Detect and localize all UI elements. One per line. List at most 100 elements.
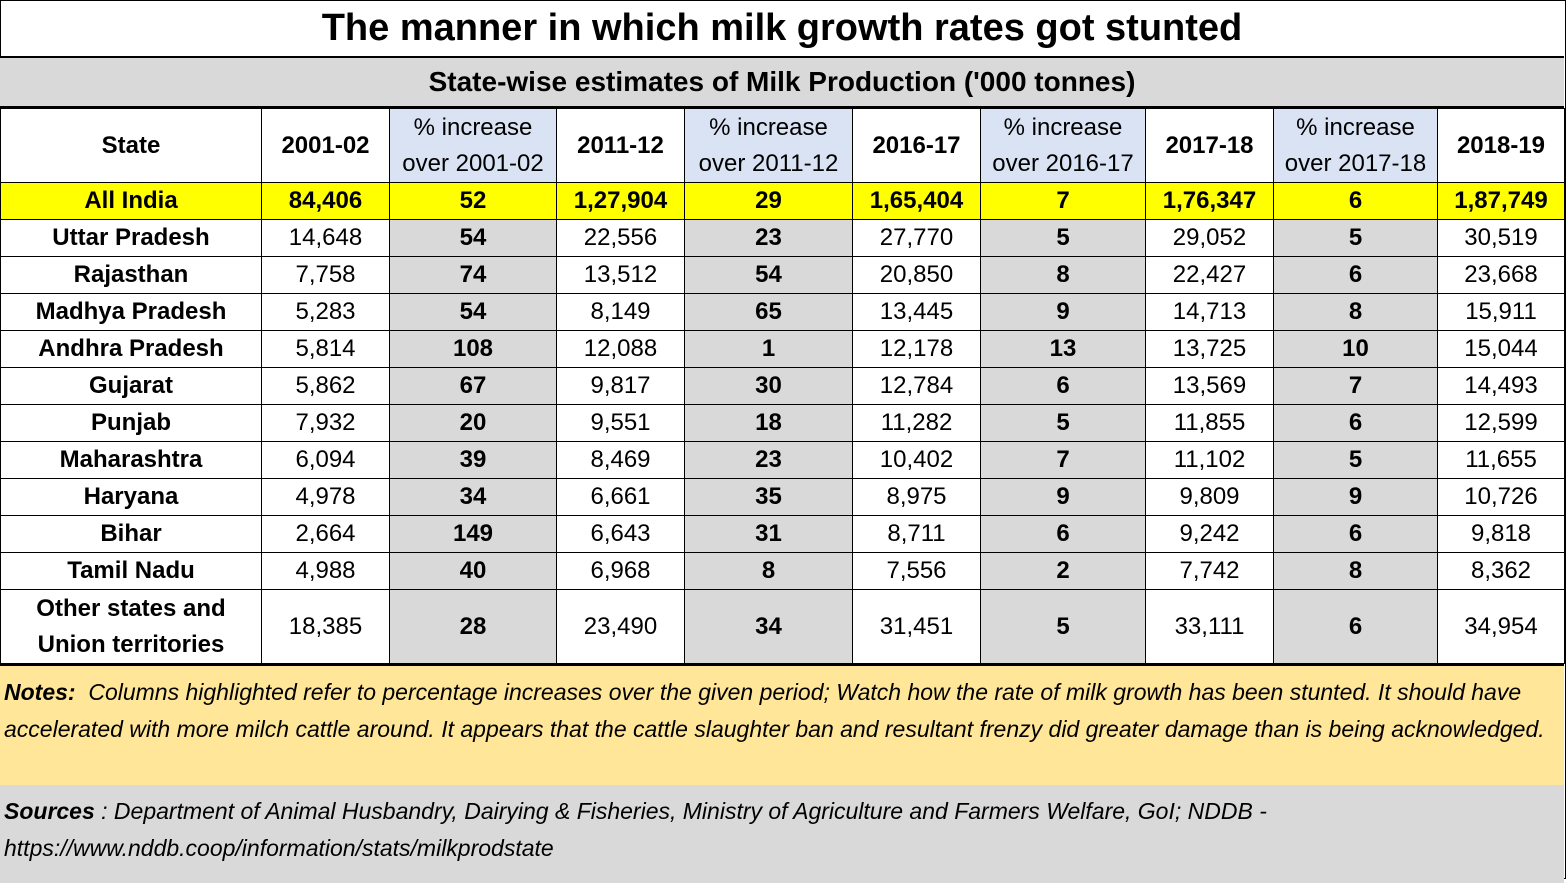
production-cell: 15,044 (1437, 330, 1565, 368)
col-header-line1: % increase (1003, 113, 1123, 141)
col-header-2011-12: 2011-12 (556, 108, 685, 183)
production-cell: 10,726 (1437, 478, 1565, 516)
pct-increase-cell: 20 (389, 404, 557, 442)
pct-increase-cell: 5 (1273, 441, 1438, 479)
pct-increase-cell: 1 (684, 330, 853, 368)
production-cell: 13,569 (1145, 367, 1274, 405)
production-cell: 11,282 (852, 404, 981, 442)
col-header-pct-2011-12: % increase over 2011-12 (684, 108, 853, 183)
pct-increase-cell: 9 (980, 478, 1146, 516)
pct-increase-cell: 2 (980, 552, 1146, 590)
pct-increase-cell: 29 (684, 182, 853, 220)
production-cell: 9,551 (556, 404, 685, 442)
sources-label: Sources (4, 798, 95, 824)
pct-increase-cell: 28 (389, 589, 557, 664)
state-cell: Rajasthan (0, 256, 262, 294)
pct-increase-cell: 18 (684, 404, 853, 442)
production-cell: 22,427 (1145, 256, 1274, 294)
production-cell: 6,661 (556, 478, 685, 516)
production-cell: 7,932 (261, 404, 390, 442)
table-subtitle: State-wise estimates of Milk Production … (0, 58, 1564, 108)
col-header-2018-19: 2018-19 (1437, 108, 1565, 183)
state-cell: Bihar (0, 515, 262, 553)
pct-increase-cell: 8 (1273, 552, 1438, 590)
state-cell: Haryana (0, 478, 262, 516)
table-row: Punjab 7,932 20 9,551 18 11,282 5 11,855 6 12,599 (0, 404, 1565, 442)
col-header-state: State (0, 108, 262, 183)
col-header-2001-02: 2001-02 (261, 108, 390, 183)
state-cell: All India (0, 182, 262, 220)
production-cell: 1,65,404 (852, 182, 981, 220)
table-row: Andhra Pradesh 5,814 108 12,088 1 12,178 13 13,… (0, 330, 1565, 368)
notes-box: Notes: Columns highlighted refer to perc… (0, 664, 1564, 793)
sources-text: : Department of Animal Husbandry, Dairyi… (4, 798, 1267, 861)
production-cell: 9,809 (1145, 478, 1274, 516)
pct-increase-cell: 6 (1273, 589, 1438, 664)
state-cell: Madhya Pradesh (0, 293, 262, 331)
table-row: All India 84,406 52 1,27,904 29 1,65,404 7 1,76… (0, 182, 1565, 220)
state-cell: Andhra Pradesh (0, 330, 262, 368)
pct-increase-cell: 6 (1273, 515, 1438, 553)
col-header-line2: over 2016-17 (992, 149, 1134, 177)
pct-increase-cell: 149 (389, 515, 557, 553)
col-header-pct-2001-02: % increase over 2001-02 (389, 108, 557, 183)
production-cell: 18,385 (261, 589, 390, 664)
pct-increase-cell: 52 (389, 182, 557, 220)
state-cell: Maharashtra (0, 441, 262, 479)
production-cell: 8,975 (852, 478, 981, 516)
pct-increase-cell: 108 (389, 330, 557, 368)
production-cell: 8,469 (556, 441, 685, 479)
production-cell: 8,149 (556, 293, 685, 331)
production-cell: 2,664 (261, 515, 390, 553)
production-cell: 9,818 (1437, 515, 1565, 553)
production-cell: 84,406 (261, 182, 390, 220)
production-cell: 30,519 (1437, 219, 1565, 257)
page-title: The manner in which milk growth rates go… (0, 0, 1564, 58)
production-cell: 20,850 (852, 256, 981, 294)
pct-increase-cell: 7 (980, 182, 1146, 220)
production-cell: 11,855 (1145, 404, 1274, 442)
col-header-2016-17: 2016-17 (852, 108, 981, 183)
pct-increase-cell: 34 (684, 589, 853, 664)
production-cell: 9,817 (556, 367, 685, 405)
table-row: Tamil Nadu 4,988 40 6,968 8 7,556 2 7,742 8 8,362 (0, 552, 1565, 590)
pct-increase-cell: 8 (684, 552, 853, 590)
production-cell: 22,556 (556, 219, 685, 257)
production-cell: 12,784 (852, 367, 981, 405)
pct-increase-cell: 39 (389, 441, 557, 479)
production-cell: 1,27,904 (556, 182, 685, 220)
production-cell: 31,451 (852, 589, 981, 664)
production-cell: 5,814 (261, 330, 390, 368)
pct-increase-cell: 30 (684, 367, 853, 405)
pct-increase-cell: 67 (389, 367, 557, 405)
production-cell: 29,052 (1145, 219, 1274, 257)
production-cell: 7,742 (1145, 552, 1274, 590)
pct-increase-cell: 31 (684, 515, 853, 553)
table-row: Maharashtra 6,094 39 8,469 23 10,402 7 11,102 5 1… (0, 441, 1565, 479)
production-cell: 5,862 (261, 367, 390, 405)
production-cell: 27,770 (852, 219, 981, 257)
pct-increase-cell: 9 (1273, 478, 1438, 516)
pct-increase-cell: 6 (980, 515, 1146, 553)
table-row: Madhya Pradesh 5,283 54 8,149 65 13,445 9 14,71… (0, 293, 1565, 331)
production-cell: 7,758 (261, 256, 390, 294)
pct-increase-cell: 8 (1273, 293, 1438, 331)
production-cell: 23,490 (556, 589, 685, 664)
table-row: Haryana 4,978 34 6,661 35 8,975 9 9,809 9 10,726 (0, 478, 1565, 516)
production-cell: 14,648 (261, 219, 390, 257)
table-body: All India 84,406 52 1,27,904 29 1,65,404 7 1,76… (0, 182, 1565, 664)
sources-box: Sources : Department of Animal Husbandry… (0, 785, 1564, 883)
production-cell: 8,711 (852, 515, 981, 553)
production-cell: 15,911 (1437, 293, 1565, 331)
pct-increase-cell: 6 (1273, 404, 1438, 442)
notes-label: Notes: (4, 679, 76, 705)
pct-increase-cell: 5 (980, 219, 1146, 257)
state-cell: Gujarat (0, 367, 262, 405)
production-cell: 12,178 (852, 330, 981, 368)
table-row: Other states and Union territories 18,385… (0, 589, 1565, 664)
pct-increase-cell: 65 (684, 293, 853, 331)
production-cell: 9,242 (1145, 515, 1274, 553)
production-cell: 6,643 (556, 515, 685, 553)
production-cell: 4,978 (261, 478, 390, 516)
production-cell: 11,102 (1145, 441, 1274, 479)
